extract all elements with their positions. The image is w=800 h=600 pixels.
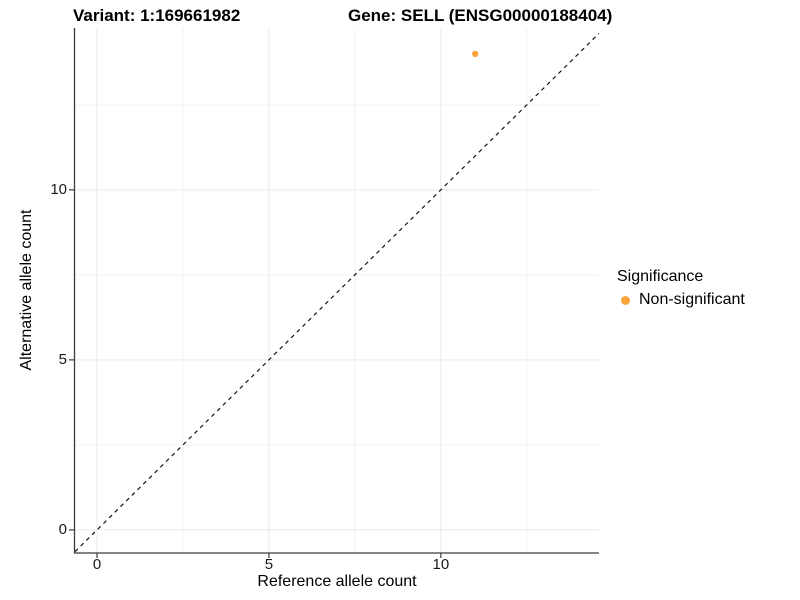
x-tick-label: 5 [264, 556, 274, 573]
legend-title: Significance [617, 268, 704, 285]
legend: Significance Non-significant [617, 268, 745, 309]
x-tick-label: 10 [432, 556, 450, 573]
y-tick-label: 10 [50, 180, 67, 198]
identity-line [74, 33, 600, 553]
x-tick-label: 0 [92, 556, 102, 573]
data-point [472, 50, 479, 58]
legend-point-icon [621, 295, 630, 305]
y-tick-label: 5 [58, 350, 67, 368]
plot-title-variant: Variant: 1:169661982 [73, 6, 241, 25]
y-axis-title: Alternative allele count [18, 209, 35, 371]
x-axis-title: Reference allele count [257, 573, 417, 590]
legend-entry: Non-significant [617, 291, 745, 309]
plot-title-gene: Gene: SELL (ENSG00000188404) [348, 6, 613, 25]
legend-entry-label: Non-significant [639, 291, 745, 308]
y-tick-label: 0 [58, 520, 67, 538]
